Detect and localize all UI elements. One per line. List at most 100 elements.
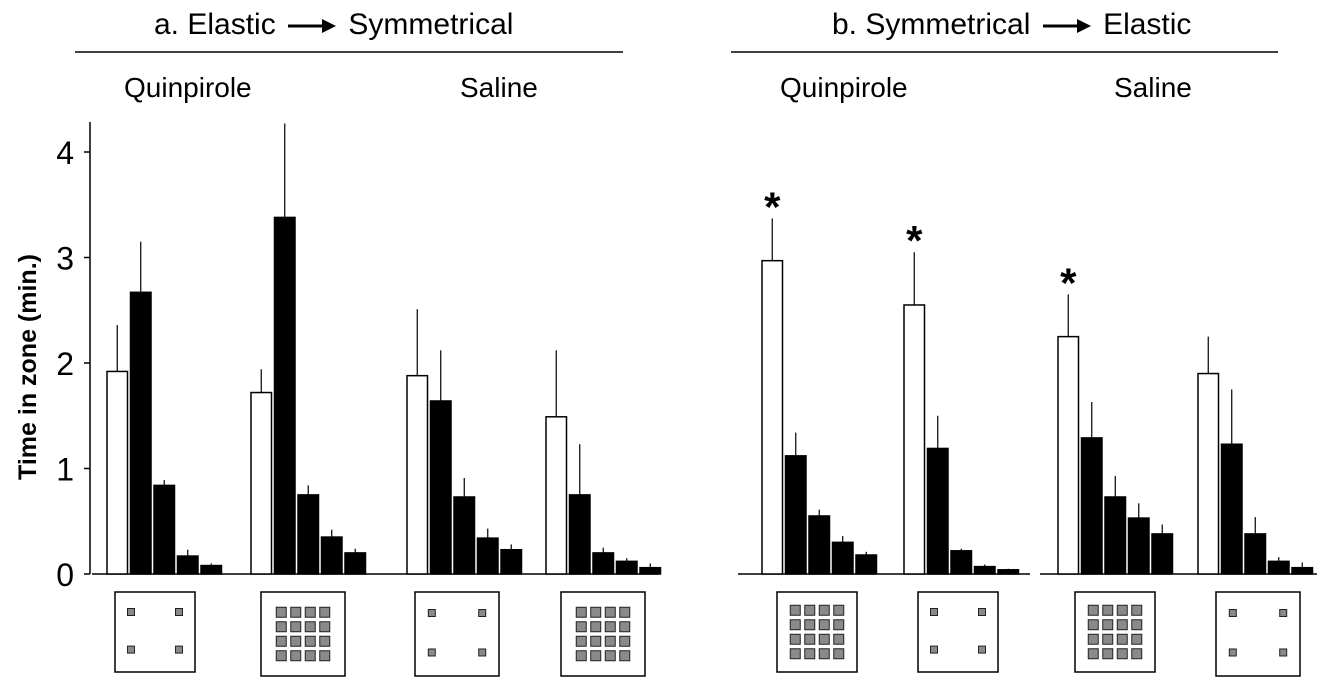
- bar: [344, 552, 367, 575]
- bar: [1244, 533, 1267, 575]
- tile-square: [818, 604, 830, 616]
- tile-square: [304, 606, 316, 618]
- bar: [784, 455, 807, 575]
- group-label-b-quinpirole: Quinpirole: [780, 72, 908, 103]
- bar: [1197, 372, 1220, 575]
- tile-square: [1087, 648, 1099, 660]
- group-label-a-quinpirole: Quinpirole: [124, 72, 252, 103]
- 4-square-tile-icon: [917, 591, 999, 673]
- tile-square: [290, 635, 302, 647]
- tile-square: [575, 621, 587, 633]
- y-tick-label: 3: [56, 241, 74, 277]
- tile-square: [304, 650, 316, 662]
- bar: [855, 554, 878, 575]
- arrow-icon: [288, 19, 337, 34]
- group-label-b-saline: Saline: [1114, 72, 1192, 103]
- bar: [476, 537, 499, 575]
- tile-square: [275, 650, 287, 662]
- tile-square: [575, 606, 587, 618]
- tile-square: [1087, 604, 1099, 616]
- bar: [1151, 533, 1174, 575]
- tile-square: [427, 648, 436, 657]
- bar: [429, 400, 452, 575]
- 4-square-tile-icon: [414, 591, 500, 677]
- tile-square: [1279, 609, 1288, 617]
- bar: [453, 496, 476, 575]
- significance-asterisk: *: [764, 183, 781, 230]
- panel-a-title: a. Elastic Symmetrical: [154, 8, 513, 42]
- tile-square: [789, 648, 801, 660]
- tile-square: [1116, 633, 1128, 645]
- tile-square: [978, 645, 986, 654]
- tile-square: [1131, 619, 1143, 631]
- bar: [973, 565, 996, 575]
- bar: [1220, 443, 1243, 575]
- bar: [615, 560, 638, 575]
- bar: [250, 391, 273, 575]
- bar: [129, 291, 152, 575]
- bar: [1080, 437, 1103, 575]
- bar: [903, 304, 926, 575]
- bar: [568, 494, 591, 575]
- panel-a-title-suffix: Symmetrical: [348, 8, 514, 41]
- tile-square: [290, 650, 302, 662]
- y-tick-label: 4: [56, 135, 74, 171]
- tile-square: [319, 650, 331, 662]
- tile-square: [1102, 604, 1114, 616]
- panel-b-title: b. Symmetrical Elastic: [832, 8, 1191, 42]
- y-tick-label: 0: [56, 557, 74, 593]
- tile-square: [789, 604, 801, 616]
- 4-square-tile-icon: [114, 591, 196, 673]
- tile-square: [275, 621, 287, 633]
- bar: [808, 515, 831, 575]
- tile-square: [804, 633, 816, 645]
- tile-square: [604, 606, 616, 618]
- tile-square: [275, 635, 287, 647]
- tile-square: [590, 650, 602, 662]
- bar: [639, 566, 662, 575]
- bar: [176, 555, 199, 575]
- tile-square: [1228, 609, 1237, 617]
- bar: [1267, 560, 1290, 575]
- chart-layer: 0 1 2 3 4 * * *: [56, 51, 1317, 677]
- y-tick-label: 2: [56, 346, 74, 382]
- tile-square: [619, 650, 631, 662]
- bar: [761, 259, 784, 575]
- tile-square: [804, 604, 816, 616]
- bar: [200, 564, 223, 575]
- bar: [592, 552, 615, 575]
- bar: [500, 548, 523, 575]
- tile-square: [1131, 648, 1143, 660]
- arrow-icon: [1042, 19, 1091, 34]
- tile-square: [427, 609, 436, 617]
- tile-square: [619, 606, 631, 618]
- y-tick-label: 1: [56, 452, 74, 488]
- 16-square-tile-icon: [1074, 591, 1156, 673]
- tile-square: [319, 635, 331, 647]
- panel-b-title-suffix: Elastic: [1103, 8, 1192, 41]
- tile-square: [604, 621, 616, 633]
- 16-square-tile-icon: [260, 591, 346, 677]
- significance-asterisk: *: [906, 217, 923, 264]
- tile-square: [127, 608, 135, 616]
- 16-square-tile-icon: [776, 591, 858, 673]
- tile-square: [1116, 604, 1128, 616]
- tile-square: [590, 621, 602, 633]
- tile-square: [575, 635, 587, 647]
- tile-square: [1102, 633, 1114, 645]
- tile-square: [789, 619, 801, 631]
- tile-square: [604, 635, 616, 647]
- tile-square: [290, 621, 302, 633]
- tile-square: [930, 645, 938, 654]
- bar: [153, 484, 176, 575]
- tile-square: [590, 606, 602, 618]
- bar: [831, 541, 854, 575]
- tile-square: [833, 648, 845, 660]
- tile-square: [1131, 633, 1143, 645]
- tile-square: [1087, 619, 1099, 631]
- 4-square-tile-icon: [1215, 591, 1301, 677]
- bar: [1104, 496, 1127, 575]
- bar: [297, 494, 320, 575]
- tile-square: [175, 608, 183, 616]
